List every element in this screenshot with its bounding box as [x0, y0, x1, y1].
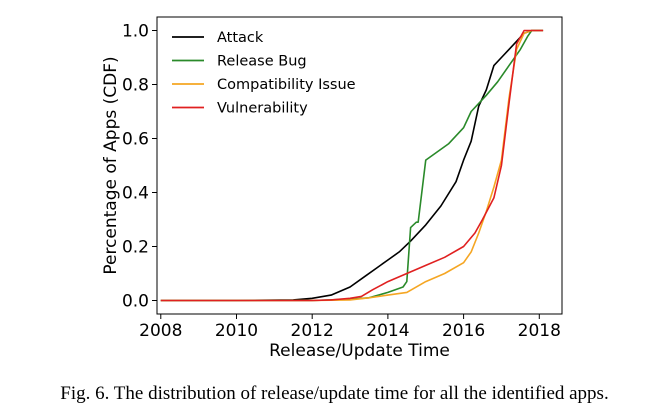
series-line-3 [160, 29, 544, 302]
x-tick-label: 2012 [291, 321, 334, 341]
x-tick-label: 2010 [215, 321, 258, 341]
axis-ticks: 2008 2010 2012 2014 2016 2018 0.0 0.2 0.4 0.6 0.8 1… [122, 22, 561, 342]
legend-label: Vulnerability [217, 101, 308, 117]
y-axis-title: Percentage of Apps (CDF) [101, 56, 121, 274]
y-tick-label: 1.0 [122, 22, 149, 42]
figure-caption: Fig. 6. The distribution of release/upda… [60, 383, 609, 404]
y-tick-label: 0.4 [122, 184, 149, 204]
legend: Attack Release Bug Compatibility Issue Vuln… [172, 30, 356, 117]
legend-label: Compatibility Issue [217, 77, 356, 93]
y-tick-label: 0.0 [122, 292, 149, 312]
x-tick-label: 2018 [518, 321, 561, 341]
x-axis-title: Release/Update Time [269, 341, 450, 361]
cdf-chart: 2008 2010 2012 2014 2016 2018 0.0 0.2 0.4 0.6 0.8 1… [101, 16, 563, 361]
y-tick-label: 0.2 [122, 238, 149, 258]
plot-frame [156, 16, 563, 315]
x-tick-label: 2016 [442, 321, 485, 341]
series-line-0 [160, 29, 544, 302]
x-tick-label: 2008 [139, 321, 182, 341]
series-line-2 [160, 29, 544, 302]
x-tick-label: 2014 [366, 321, 409, 341]
y-tick-label: 0.8 [122, 76, 149, 96]
series-lines [160, 29, 544, 302]
legend-label: Attack [217, 30, 264, 46]
series-line-1 [160, 29, 544, 302]
legend-label: Release Bug [217, 54, 307, 70]
y-tick-label: 0.6 [122, 130, 149, 150]
